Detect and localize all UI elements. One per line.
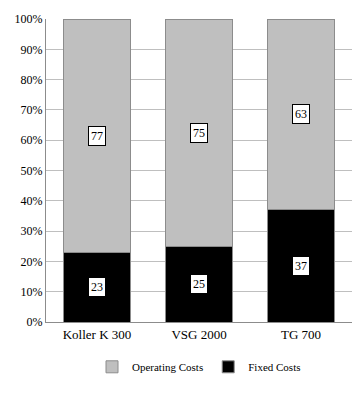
svg-text:80%: 80% — [21, 73, 43, 87]
svg-text:50%: 50% — [21, 164, 43, 178]
svg-text:100%: 100% — [15, 12, 43, 26]
svg-text:Operating Costs: Operating Costs — [132, 361, 203, 373]
svg-text:70%: 70% — [21, 103, 43, 117]
svg-text:VSG 2000: VSG 2000 — [171, 327, 226, 342]
svg-text:20%: 20% — [21, 255, 43, 269]
svg-text:30%: 30% — [21, 224, 43, 238]
svg-text:40%: 40% — [21, 194, 43, 208]
svg-text:75: 75 — [193, 126, 205, 140]
svg-text:77: 77 — [91, 129, 103, 143]
svg-text:25: 25 — [193, 277, 205, 291]
svg-text:23: 23 — [91, 280, 103, 294]
svg-text:TG 700: TG 700 — [281, 327, 321, 342]
svg-text:63: 63 — [295, 107, 307, 121]
svg-text:37: 37 — [295, 259, 307, 273]
svg-text:Koller K 300: Koller K 300 — [63, 327, 132, 342]
svg-text:10%: 10% — [21, 285, 43, 299]
svg-text:60%: 60% — [21, 133, 43, 147]
svg-text:Fixed Costs: Fixed Costs — [248, 361, 300, 373]
svg-text:0%: 0% — [27, 315, 43, 329]
svg-text:90%: 90% — [21, 43, 43, 57]
